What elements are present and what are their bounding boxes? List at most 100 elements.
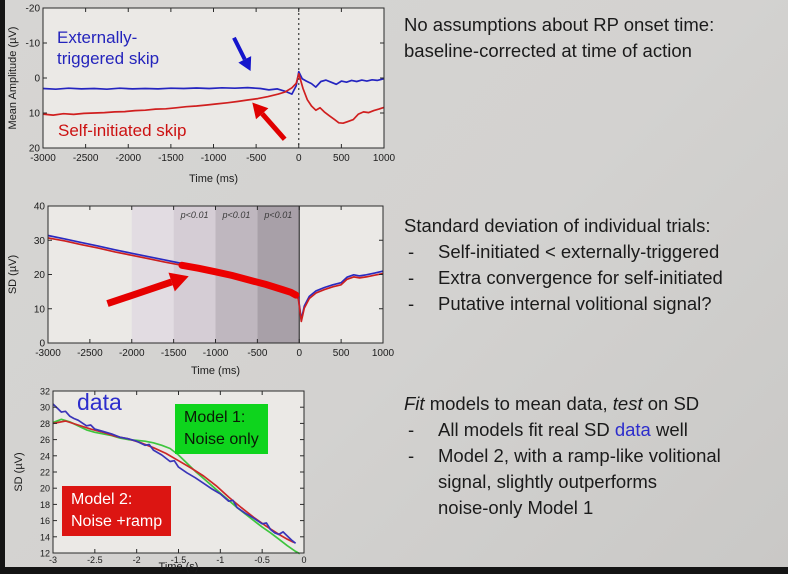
text-line: noise-only Model 1 bbox=[438, 497, 594, 518]
band-p-value-label: p<0.01 bbox=[263, 210, 292, 220]
x-tick-label: -1500 bbox=[161, 348, 187, 359]
annotation-arrow-head bbox=[238, 56, 252, 71]
y-tick-label: 22 bbox=[40, 468, 50, 478]
x-tick-label: -2000 bbox=[119, 348, 145, 359]
annotation-arrow-shaft bbox=[106, 278, 173, 307]
annotation-arrow-shaft bbox=[232, 36, 247, 61]
bottom-edge-border bbox=[0, 567, 788, 574]
x-tick-label: -2000 bbox=[115, 153, 141, 164]
x-tick-label: 1000 bbox=[373, 153, 396, 164]
x-tick-label: -3000 bbox=[35, 348, 61, 359]
y-tick-label: 30 bbox=[34, 236, 46, 247]
y-tick-label: 24 bbox=[40, 451, 50, 461]
y-tick-label: 20 bbox=[29, 144, 41, 155]
text-line: Fit models to mean data, test on SD bbox=[404, 393, 700, 414]
x-tick-label: 500 bbox=[333, 348, 350, 359]
bullet-dash: - bbox=[408, 293, 415, 314]
text-line: - Model 2, with a ramp-like volitional bbox=[404, 443, 788, 469]
x-tick-label: -3000 bbox=[30, 153, 56, 164]
text-line: baseline-corrected at time of action bbox=[404, 40, 692, 61]
x-tick-label: 1000 bbox=[372, 348, 395, 359]
text-block-models: Fit models to mean data, test on SD - All … bbox=[404, 391, 788, 521]
bullet-dash: - bbox=[408, 419, 415, 440]
y-tick-label: 32 bbox=[40, 387, 50, 397]
plot-area bbox=[43, 8, 384, 148]
series-data bbox=[52, 403, 297, 544]
x-tick-label: 0 bbox=[296, 348, 302, 359]
data-label: data bbox=[77, 389, 122, 415]
text-line: - Self-initiated < externally-triggered bbox=[404, 239, 788, 265]
series-model-1-noise-only bbox=[52, 418, 301, 555]
externally-triggered-label: Externally- triggered skip bbox=[57, 28, 160, 68]
x-tick-label: 500 bbox=[333, 153, 350, 164]
x-tick-label: -1 bbox=[216, 555, 224, 565]
bullet-dash: - bbox=[408, 267, 415, 288]
right-text-panel: No assumptions about RP onset time: basel… bbox=[404, 0, 788, 574]
x-tick-label: -500 bbox=[247, 348, 267, 359]
y-tick-label: 26 bbox=[40, 435, 50, 445]
self-initiated-label: Self-initiated skip bbox=[58, 121, 187, 140]
text-line: - Extra convergence for self-initiated bbox=[404, 265, 788, 291]
y-axis-title: Mean Amplitude (µV) bbox=[7, 27, 19, 130]
x-axis-title: Time (ms) bbox=[191, 365, 240, 377]
model2-box: Model 2: Noise +ramp bbox=[62, 486, 172, 536]
x-tick-label: -2500 bbox=[77, 348, 103, 359]
annotation-arrow-shaft bbox=[260, 112, 287, 141]
significance-band bbox=[257, 206, 300, 343]
x-tick-label: -1500 bbox=[158, 153, 184, 164]
text-line: signal, slightly outperforms bbox=[438, 471, 658, 492]
left-edge-border bbox=[0, 0, 5, 574]
text-line: - All models fit real SD data well bbox=[404, 417, 788, 443]
band-p-value-label: p<0.01 bbox=[222, 210, 251, 220]
x-tick-label: 0 bbox=[301, 555, 306, 565]
text-block-sd: Standard deviation of individual trials:… bbox=[404, 213, 788, 317]
x-tick-label: -2.5 bbox=[87, 555, 103, 565]
x-axis-title: Time (ms) bbox=[189, 173, 238, 185]
y-tick-label: -20 bbox=[26, 4, 41, 15]
x-tick-label: -3 bbox=[49, 555, 57, 565]
significance-band bbox=[131, 206, 174, 343]
y-tick-label: 28 bbox=[40, 419, 50, 429]
text-line: No assumptions about RP onset time: bbox=[404, 14, 715, 35]
y-tick-label: 12 bbox=[40, 549, 50, 559]
annotation-arrow-head bbox=[252, 102, 269, 120]
bullet-dash: - bbox=[408, 445, 415, 466]
x-tick-label: -1000 bbox=[203, 348, 229, 359]
chart-sd-models: -3 -2.5 -2 -1.5 -1 -0.5 0 12 14 16 18 20 22 24 26 28 30 3… bbox=[13, 387, 307, 574]
text-line: - Putative internal volitional signal? bbox=[404, 291, 788, 317]
y-tick-label: 30 bbox=[40, 403, 50, 413]
y-tick-label: 40 bbox=[34, 202, 46, 213]
y-axis-title: SD (µV) bbox=[7, 255, 19, 294]
y-axis-title: SD (µV) bbox=[13, 452, 25, 491]
significance-band bbox=[173, 206, 216, 343]
y-tick-label: 20 bbox=[34, 270, 46, 281]
y-tick-label: 0 bbox=[34, 74, 40, 85]
chart-mean-amplitude: -3000 -2500 -2000 -1500 -1000 -500 0 500 1000 -20… bbox=[7, 4, 396, 186]
band-p-value-label: p<0.01 bbox=[180, 210, 209, 220]
model1-box: Model 1: Noise only bbox=[175, 404, 268, 454]
text-block-baseline: No assumptions about RP onset time: basel… bbox=[404, 12, 788, 64]
highlight-swath bbox=[178, 261, 300, 299]
x-tick-label: -1000 bbox=[201, 153, 227, 164]
y-tick-label: 10 bbox=[34, 304, 46, 315]
bullet-dash: - bbox=[408, 241, 415, 262]
y-tick-label: 18 bbox=[40, 500, 50, 510]
y-tick-label: 10 bbox=[29, 109, 41, 120]
annotation-arrow-head bbox=[168, 272, 189, 292]
x-tick-label: -1.5 bbox=[171, 555, 187, 565]
y-tick-label: -10 bbox=[26, 39, 41, 50]
y-tick-label: 20 bbox=[40, 484, 50, 494]
x-tick-label: -2500 bbox=[73, 153, 99, 164]
text-line: Standard deviation of individual trials: bbox=[404, 215, 711, 236]
x-tick-label: -500 bbox=[246, 153, 266, 164]
y-tick-label: 14 bbox=[40, 532, 50, 542]
chart-sd-trials: p<0.01 p<0.01 p<0.01 -3000 -2500 -2000 -1500 -1… bbox=[7, 202, 395, 378]
y-tick-label: 16 bbox=[40, 516, 50, 526]
x-tick-label: -2 bbox=[133, 555, 141, 565]
series-self-initiated-skip bbox=[42, 72, 385, 125]
x-axis-title: Time (s) bbox=[159, 561, 199, 573]
x-tick-label: -0.5 bbox=[254, 555, 270, 565]
y-tick-label: 0 bbox=[39, 339, 45, 350]
x-tick-label: 0 bbox=[296, 153, 302, 164]
